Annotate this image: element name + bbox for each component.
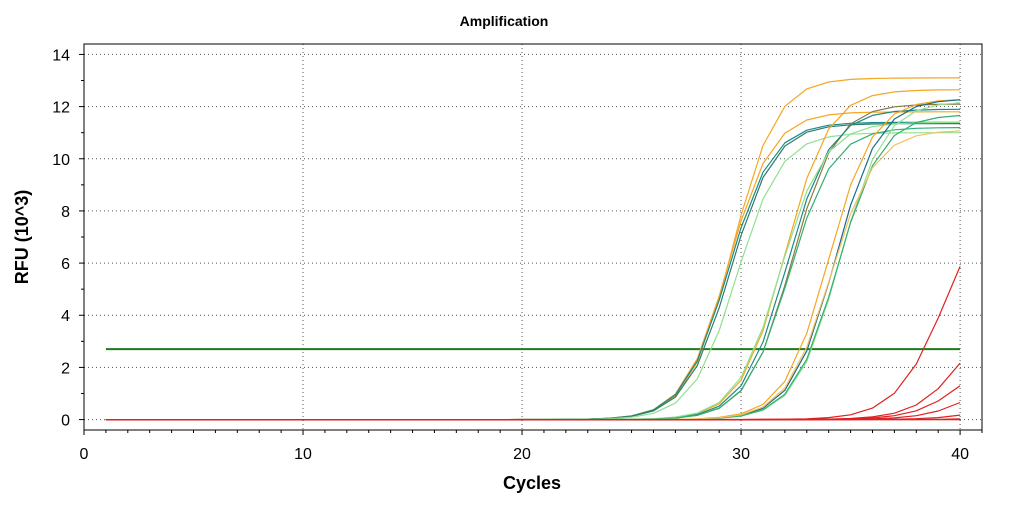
x-tick-label: 40 bbox=[951, 446, 969, 463]
x-axis-label: Cycles bbox=[503, 473, 561, 493]
x-tick-label: 20 bbox=[513, 446, 531, 463]
amplification-curve-7 bbox=[105, 103, 961, 421]
y-tick-label: 0 bbox=[61, 413, 70, 430]
amplification-curve-6 bbox=[105, 89, 961, 421]
chart-title: Amplification bbox=[460, 13, 549, 29]
amplification-curve-8 bbox=[105, 108, 961, 421]
y-tick-label: 2 bbox=[61, 360, 70, 377]
y-tick-label: 10 bbox=[52, 152, 70, 169]
grid bbox=[84, 44, 982, 430]
x-tick-label: 10 bbox=[294, 446, 312, 463]
series-layer bbox=[105, 77, 961, 421]
x-tick-label: 0 bbox=[80, 446, 89, 463]
y-axis-label: RFU (10^3) bbox=[12, 190, 32, 285]
amplification-curve-17 bbox=[105, 362, 961, 421]
y-axis: 0 2 4 6 8 10 12 14 bbox=[52, 47, 84, 430]
y-tick-label: 8 bbox=[61, 204, 70, 221]
x-tick-label: 30 bbox=[732, 446, 750, 463]
amplification-curve-15 bbox=[105, 130, 961, 421]
amplification-curve-5 bbox=[105, 132, 961, 421]
amplification-curve-13 bbox=[105, 102, 961, 421]
plot-frame bbox=[83, 43, 983, 431]
y-tick-label: 6 bbox=[61, 256, 70, 273]
y-tick-label: 12 bbox=[52, 100, 70, 117]
amplification-curve-14 bbox=[105, 114, 961, 421]
amplification-curve-18 bbox=[105, 385, 961, 421]
y-tick-label: 14 bbox=[52, 47, 70, 64]
y-tick-label: 4 bbox=[61, 308, 70, 325]
amplification-curve-2 bbox=[105, 111, 961, 421]
x-axis: 0 10 20 30 40 bbox=[80, 430, 983, 463]
